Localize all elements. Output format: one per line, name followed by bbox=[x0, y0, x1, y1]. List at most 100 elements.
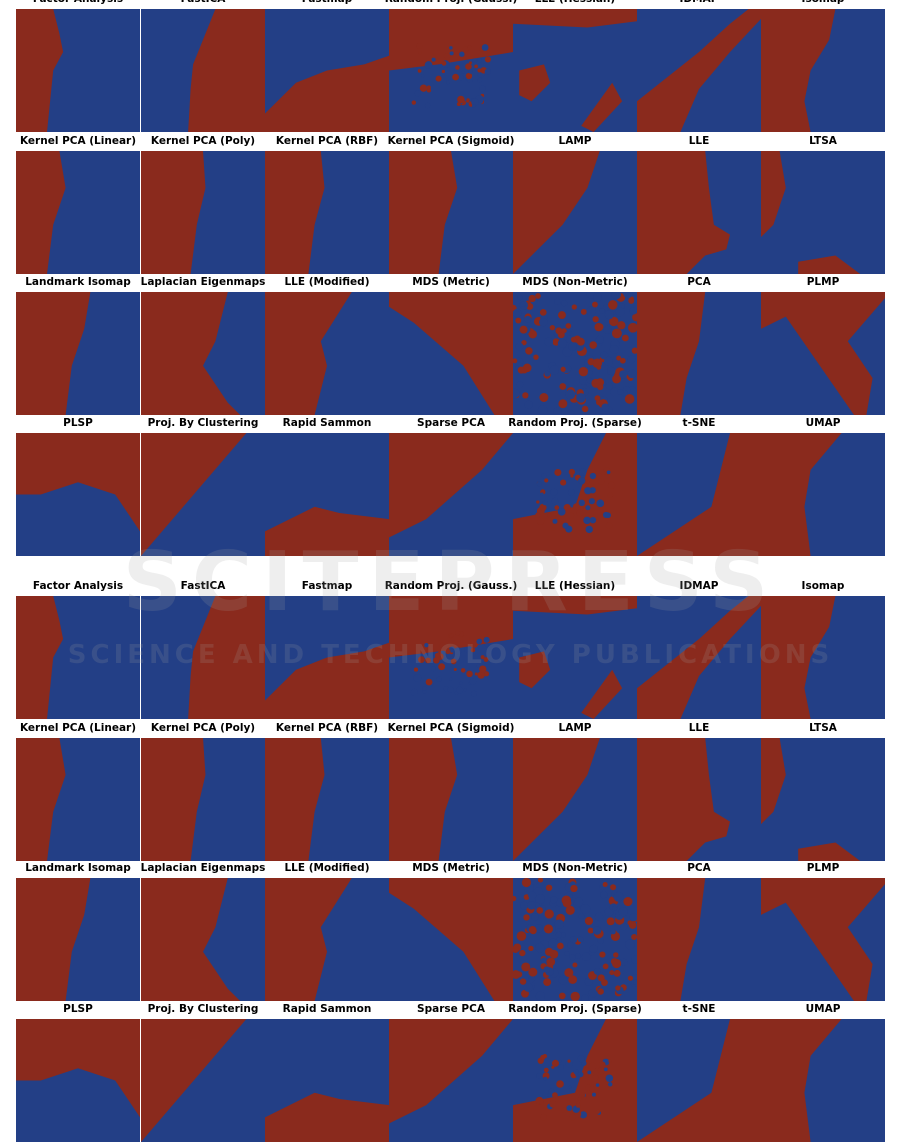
class-speckle bbox=[609, 345, 619, 354]
class-speckle bbox=[522, 363, 532, 373]
class-speckle bbox=[578, 499, 585, 506]
class-speckle bbox=[601, 403, 610, 412]
decision-map bbox=[141, 596, 265, 719]
decision-map bbox=[637, 596, 761, 719]
class-speckle bbox=[483, 671, 490, 677]
class-speckle bbox=[571, 304, 577, 310]
class-speckle bbox=[565, 389, 576, 400]
class-speckle bbox=[608, 300, 618, 310]
class-a-region bbox=[581, 669, 623, 719]
class-speckle bbox=[523, 894, 530, 900]
panel-title: Isomap bbox=[801, 580, 845, 592]
class-speckle bbox=[586, 306, 597, 317]
class-speckle bbox=[474, 672, 478, 676]
class-speckle bbox=[604, 356, 613, 366]
class-a-region bbox=[389, 878, 513, 1001]
class-speckle bbox=[593, 967, 601, 975]
class-speckle bbox=[611, 328, 622, 339]
class-speckle bbox=[620, 958, 628, 966]
decision-map bbox=[513, 9, 637, 132]
panel-title: IDMAP bbox=[627, 0, 771, 5]
class-speckle bbox=[513, 308, 522, 318]
class-speckle bbox=[597, 937, 604, 944]
class-speckle bbox=[589, 516, 597, 524]
class-speckle bbox=[521, 962, 531, 972]
class-speckle bbox=[528, 945, 534, 952]
class-speckle bbox=[577, 1071, 584, 1078]
panel-title: Random Proj. (Sparse) bbox=[508, 1003, 642, 1015]
class-speckle bbox=[452, 73, 459, 81]
class-speckle bbox=[568, 341, 578, 351]
class-speckle bbox=[613, 952, 619, 958]
class-speckle bbox=[574, 897, 584, 907]
class-speckle bbox=[585, 505, 591, 511]
class-speckle bbox=[578, 913, 585, 920]
class-speckle bbox=[470, 690, 477, 697]
decision-map bbox=[141, 1019, 265, 1142]
decision-map bbox=[761, 1019, 885, 1142]
class-speckle bbox=[456, 102, 461, 107]
class-speckle bbox=[425, 657, 431, 664]
class-speckle bbox=[535, 293, 541, 299]
class-speckle bbox=[447, 686, 454, 693]
class-speckle bbox=[547, 513, 552, 518]
class-speckle bbox=[449, 677, 453, 682]
class-speckle bbox=[524, 400, 533, 409]
decision-map bbox=[761, 9, 885, 132]
class-speckle bbox=[624, 394, 635, 404]
decision-map bbox=[16, 151, 140, 274]
class-a-region bbox=[141, 151, 206, 274]
class-speckle bbox=[592, 301, 598, 308]
panel-title: Landmark Isomap bbox=[25, 862, 131, 874]
panel-title: Proj. By Clustering bbox=[147, 417, 259, 429]
class-speckle bbox=[588, 988, 598, 998]
class-speckle bbox=[587, 370, 593, 376]
class-a-region bbox=[389, 433, 513, 538]
class-speckle bbox=[594, 395, 601, 402]
class-a-region bbox=[16, 1019, 140, 1118]
class-speckle bbox=[577, 1097, 582, 1101]
class-speckle bbox=[579, 1111, 587, 1119]
class-speckle bbox=[613, 969, 621, 977]
class-speckle bbox=[422, 686, 428, 692]
class-speckle bbox=[458, 74, 464, 81]
class-speckle bbox=[537, 405, 548, 415]
class-speckle bbox=[520, 301, 526, 307]
decision-map bbox=[141, 433, 265, 556]
class-speckle bbox=[470, 647, 476, 653]
class-speckle bbox=[587, 1070, 592, 1075]
decision-map bbox=[16, 738, 140, 861]
class-speckle bbox=[562, 522, 569, 529]
panel-title: Random Proj. (Sparse) bbox=[508, 417, 642, 429]
panel-title: Fastmap bbox=[255, 0, 399, 5]
class-speckle bbox=[526, 302, 534, 310]
class-a-region bbox=[389, 9, 513, 71]
class-speckle bbox=[583, 516, 591, 525]
class-a-region bbox=[265, 1092, 389, 1142]
class-speckle bbox=[417, 69, 422, 73]
class-speckle bbox=[605, 1074, 614, 1082]
class-speckle bbox=[603, 325, 612, 334]
class-speckle bbox=[589, 472, 597, 480]
class-speckle bbox=[595, 1109, 600, 1114]
class-speckle bbox=[595, 1083, 600, 1087]
panel-title: Kernel PCA (Linear) bbox=[19, 135, 137, 147]
decision-map bbox=[761, 433, 885, 556]
class-speckle bbox=[533, 354, 539, 360]
class-speckle bbox=[426, 85, 431, 90]
class-speckle bbox=[556, 1080, 564, 1088]
class-speckle bbox=[567, 941, 574, 949]
class-speckle bbox=[580, 903, 591, 914]
class-speckle bbox=[443, 53, 451, 60]
class-speckle bbox=[580, 507, 584, 511]
class-a-region bbox=[761, 738, 786, 825]
panel-title: Sparse PCA bbox=[417, 417, 485, 429]
decision-map bbox=[513, 596, 637, 719]
class-speckle bbox=[411, 100, 417, 105]
class-speckle bbox=[627, 975, 634, 981]
class-speckle bbox=[531, 913, 539, 921]
class-speckle bbox=[558, 1064, 564, 1070]
class-speckle bbox=[567, 1059, 571, 1063]
decision-map bbox=[16, 9, 140, 132]
class-speckle bbox=[610, 387, 620, 397]
